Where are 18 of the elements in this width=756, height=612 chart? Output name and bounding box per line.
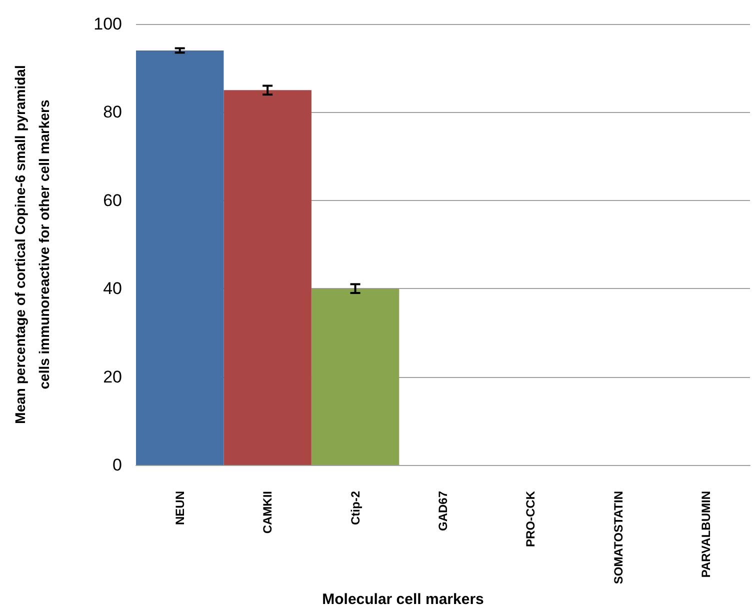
- y-tick-label: 0: [112, 455, 122, 474]
- x-axis-title: Molecular cell markers: [322, 591, 484, 608]
- x-tick-label: NEUN: [172, 490, 187, 526]
- y-tick-label: 40: [103, 279, 122, 298]
- bar: [311, 288, 400, 465]
- y-tick-label: 60: [103, 190, 122, 210]
- y-tick-label: 20: [103, 367, 122, 386]
- y-tick-label: 80: [103, 102, 122, 122]
- x-tick-label: PRO-CCK: [524, 490, 538, 547]
- x-tick-label: SOMATOSTATIN: [611, 490, 626, 584]
- x-tick-label: CAMKII: [260, 490, 275, 534]
- y-axis-title: Mean percentage of cortical Copine-6 small pyramidal cells immunoreactive for other cell markers: [12, 65, 52, 424]
- bar: [136, 50, 224, 465]
- x-tick-label: PARVALBUMIN: [699, 490, 714, 578]
- bar: [224, 90, 312, 465]
- x-tick-label: GAD67: [436, 490, 450, 532]
- x-tick-label: Ctip-2: [348, 490, 362, 525]
- y-tick-label: 100: [94, 14, 122, 34]
